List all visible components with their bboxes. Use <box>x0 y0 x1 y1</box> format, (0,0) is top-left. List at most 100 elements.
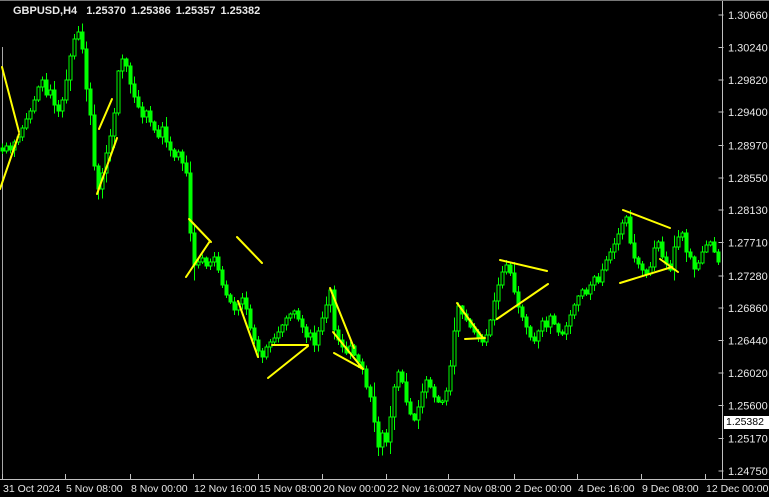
price-axis-label: 1.28130 <box>728 205 768 217</box>
candle-bull <box>656 241 661 249</box>
price-axis-label: 1.25600 <box>728 400 768 412</box>
price-axis-label: 1.26440 <box>728 336 768 348</box>
trendline[interactable] <box>237 300 259 358</box>
candle-bear <box>260 350 265 358</box>
ohlc-low: 1.25357 <box>175 5 216 17</box>
candle-bull <box>652 247 657 268</box>
trendline[interactable] <box>659 258 679 273</box>
trendline[interactable] <box>185 240 211 278</box>
candle-bull <box>572 304 577 316</box>
candle-bull <box>488 319 493 336</box>
time-axis-label: 5 Nov 08:00 <box>66 483 123 495</box>
candle-bull <box>28 110 33 120</box>
candle-bull <box>680 232 685 238</box>
candle-bull <box>568 314 573 327</box>
candle-bear <box>584 289 589 295</box>
candle-bull <box>708 241 713 246</box>
candle-bull <box>176 151 181 158</box>
price-axis-label: 1.24750 <box>728 466 768 478</box>
candle-bull <box>20 127 25 138</box>
candle-bull <box>68 55 73 81</box>
candle-bull <box>64 79 69 101</box>
candle-bull <box>36 86 41 101</box>
trendline[interactable] <box>0 133 20 190</box>
candle-bear <box>364 368 369 388</box>
candle-bear <box>56 104 61 112</box>
trendline[interactable] <box>98 98 113 130</box>
candle-bull <box>324 304 329 319</box>
candle-bull <box>624 216 629 224</box>
candle-bull <box>316 330 321 346</box>
trendline[interactable] <box>499 259 548 272</box>
trendline[interactable] <box>456 302 484 339</box>
candle-bear <box>188 172 193 234</box>
candle-bear <box>428 379 433 388</box>
time-axis-label: 27 Nov 08:00 <box>449 483 512 495</box>
candle-bear <box>128 65 133 85</box>
time-axis-label: 20 Nov 00:00 <box>323 483 386 495</box>
candle-bull <box>144 110 149 118</box>
candle-bull <box>196 261 201 266</box>
candle-bull <box>40 79 45 88</box>
time-axis-label: 4 Dec 16:00 <box>578 483 635 495</box>
ohlc-high: 1.25386 <box>130 5 171 17</box>
candle-bear <box>192 232 197 266</box>
candle-bear <box>168 141 173 151</box>
candle-bull <box>24 118 29 129</box>
ohlc-open: 1.25370 <box>86 5 126 17</box>
time-axis-label: 12 Nov 16:00 <box>194 483 257 495</box>
candle-bear <box>436 396 441 403</box>
trendline[interactable] <box>464 337 486 340</box>
candle-bear <box>8 145 13 151</box>
time-axis-label: 12 Dec 00:00 <box>706 483 769 495</box>
candle-bear <box>44 79 49 96</box>
candle-bear <box>220 269 225 286</box>
candle-bear <box>132 83 137 98</box>
candle-bull <box>272 337 277 343</box>
candle-bear <box>140 106 145 118</box>
candle-bull <box>240 297 245 305</box>
trendline[interactable] <box>267 345 309 379</box>
trendline[interactable] <box>236 236 263 264</box>
price-axis-label: 1.26860 <box>728 303 768 315</box>
candle-bull <box>676 236 681 248</box>
trendline[interactable] <box>188 218 212 243</box>
candle-bear <box>556 323 561 333</box>
candle-bear <box>136 96 141 108</box>
candle-bear <box>684 232 689 253</box>
candle-bear <box>244 297 249 310</box>
candle-bull <box>48 89 53 96</box>
trendline[interactable] <box>329 287 355 349</box>
candle-bull <box>604 259 609 271</box>
trendline[interactable] <box>1 66 20 133</box>
trendline[interactable] <box>96 137 118 195</box>
candle-bull <box>592 276 597 286</box>
candle-bear <box>712 241 717 253</box>
candle-bull <box>492 300 497 321</box>
candle-bull <box>612 243 617 253</box>
trendline[interactable] <box>496 283 549 320</box>
candle-bull <box>504 264 509 273</box>
trendline[interactable] <box>333 352 364 370</box>
trendline[interactable] <box>622 209 671 229</box>
candle-bull <box>392 386 397 418</box>
price-axis-label: 1.27280 <box>728 271 768 283</box>
candle-bull <box>448 365 453 392</box>
candle-bull <box>60 99 65 112</box>
candle-bull <box>108 135 113 154</box>
candle-bull <box>76 31 81 40</box>
candle-bear <box>148 110 153 123</box>
candle-bear <box>632 242 637 259</box>
candle-bull <box>696 262 701 270</box>
candle-bull <box>456 305 461 332</box>
candle-bear <box>124 58 129 67</box>
candle-bear <box>544 320 549 328</box>
trendline[interactable] <box>619 266 673 284</box>
candle-bear <box>412 413 417 421</box>
trendline[interactable] <box>332 331 364 370</box>
candle-bull <box>320 317 325 332</box>
candle-bear <box>248 308 253 329</box>
